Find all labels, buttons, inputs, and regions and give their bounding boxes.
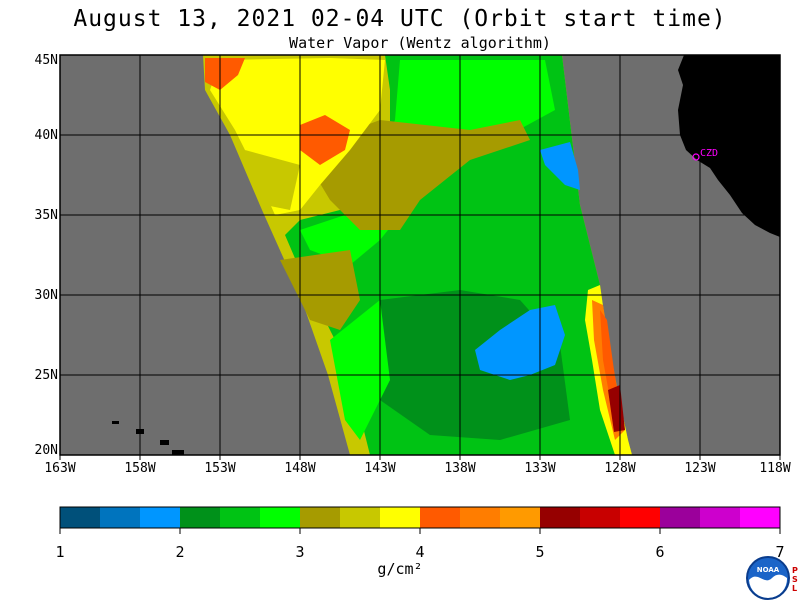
colorbar-segment-14 — [620, 507, 660, 528]
colorbar-segment-7 — [340, 507, 380, 528]
vapor-region-blue-north — [540, 142, 580, 190]
colorbar-segment-17 — [740, 507, 780, 528]
colorbar-tick-4: 4 — [415, 543, 425, 561]
map-subtitle: Water Vapor (Wentz algorithm) — [289, 34, 551, 52]
colorbar-tick-1: 1 — [55, 543, 65, 561]
lon-label-133w: 133W — [524, 461, 556, 476]
lon-label-143w: 143W — [364, 461, 396, 476]
colorbar-segment-8 — [380, 507, 420, 528]
colorbar-tick-5: 5 — [535, 543, 545, 561]
colorbar-segment-6 — [300, 507, 340, 528]
lon-label-128w: 128W — [604, 461, 636, 476]
station-marker-icon — [692, 153, 700, 161]
vapor-region-blue-south — [475, 305, 565, 380]
logo-text: NOAA — [757, 566, 780, 574]
colorbar-units: g/cm² — [377, 560, 423, 578]
lon-label-158w: 158W — [124, 461, 156, 476]
colorbar-segment-13 — [580, 507, 620, 528]
lat-label-40n: 40N — [34, 128, 58, 143]
vapor-region-orange-center — [300, 115, 350, 165]
colorbar-segment-1 — [100, 507, 140, 528]
colorbar-tick-2: 2 — [175, 543, 185, 561]
colorbar-segment-3 — [180, 507, 220, 528]
colorbar-segment-15 — [660, 507, 700, 528]
vapor-region-orange-north — [205, 58, 245, 90]
colorbar-segment-9 — [420, 507, 460, 528]
colorbar-segment-16 — [700, 507, 740, 528]
station-label: CZD — [700, 148, 718, 159]
lat-label-35n: 35N — [34, 208, 58, 223]
colorbar-tick-7: 7 — [775, 543, 785, 561]
lat-label-20n: 20N — [34, 443, 58, 458]
lon-label-118w: 118W — [759, 461, 791, 476]
lat-label-25n: 25N — [34, 368, 58, 383]
colorbar-segment-2 — [140, 507, 180, 528]
noaa-logo-icon: NOAA — [746, 556, 790, 600]
colorbar-segment-0 — [60, 507, 100, 528]
lon-label-138w: 138W — [444, 461, 476, 476]
colorbar-segment-12 — [540, 507, 580, 528]
vapor-region-olive — [300, 120, 530, 230]
lat-label-45n: 45N — [34, 53, 58, 68]
colorbar-segment-5 — [260, 507, 300, 528]
vapor-edge-dark-red — [608, 385, 625, 432]
lat-label-30n: 30N — [34, 288, 58, 303]
colorbar-tick-6: 6 — [655, 543, 665, 561]
colorbar-tick-3: 3 — [295, 543, 305, 561]
map-title: August 13, 2021 02-04 UTC (Orbit start t… — [73, 6, 727, 32]
island-kauai — [112, 421, 119, 424]
colorbar-segment-4 — [220, 507, 260, 528]
lon-label-163w: 163W — [44, 461, 76, 476]
lon-label-123w: 123W — [684, 461, 716, 476]
lon-label-148w: 148W — [284, 461, 316, 476]
land-california — [678, 55, 780, 237]
vapor-region-yellow-olive — [245, 150, 300, 210]
island-hawaii — [172, 450, 184, 455]
island-maui — [160, 440, 169, 445]
colorbar-segment-10 — [460, 507, 500, 528]
lon-label-153w: 153W — [204, 461, 236, 476]
vapor-edge-red-orange — [600, 310, 620, 410]
colorbar-segment-11 — [500, 507, 540, 528]
vapor-region-yellow — [210, 58, 385, 215]
map-frame — [59, 54, 781, 456]
vapor-region-bright-green-2 — [330, 300, 390, 440]
